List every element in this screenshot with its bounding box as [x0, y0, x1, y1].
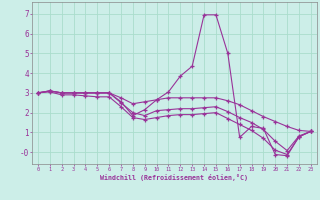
X-axis label: Windchill (Refroidissement éolien,°C): Windchill (Refroidissement éolien,°C): [100, 174, 248, 181]
